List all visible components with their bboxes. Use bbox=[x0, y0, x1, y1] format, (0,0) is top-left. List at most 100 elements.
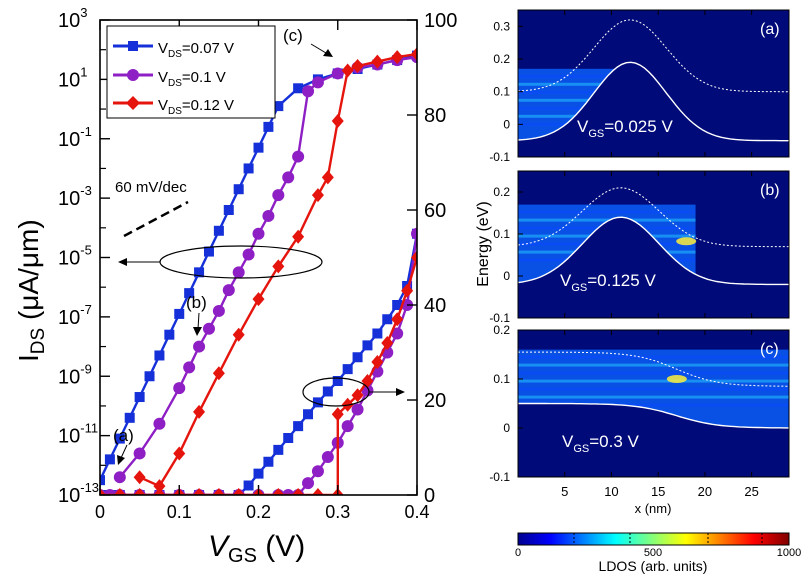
heatmap-panel-b: (b) VGS=0.125 V bbox=[517, 170, 790, 319]
panel-label-b: (b) bbox=[760, 182, 780, 199]
data-point-1-linear-24 bbox=[411, 227, 417, 240]
data-point-2-linear-10 bbox=[292, 488, 305, 495]
data-point-2-log-4 bbox=[212, 366, 225, 381]
data-point-1-log-4 bbox=[183, 361, 196, 374]
data-point-2-log-0 bbox=[133, 470, 146, 485]
annotation-c: (c) bbox=[283, 26, 303, 45]
heatmap-y-tick-0-0: 0.3 bbox=[493, 19, 510, 33]
colorbar-tick-0: 0 bbox=[515, 547, 521, 559]
x-tick-label-4: 0.4 bbox=[404, 502, 429, 522]
data-point-0-log-0 bbox=[100, 475, 105, 486]
slope-reference-line bbox=[123, 200, 189, 238]
data-point-2-linear-3 bbox=[153, 488, 166, 495]
data-point-0-linear-12 bbox=[273, 444, 284, 455]
data-point-0-log-4 bbox=[134, 392, 145, 403]
ldos-heatmap-chart: (a) VGS=0.025 V (b) VGS=0.125 V (c) VGS=… bbox=[475, 9, 801, 574]
data-point-1-log-3 bbox=[173, 382, 186, 395]
data-point-2-linear-21 bbox=[411, 250, 417, 265]
data-point-0-log-11 bbox=[203, 246, 214, 257]
data-point-0-linear-13 bbox=[283, 433, 294, 443]
vgs-label-b: VGS=0.125 V bbox=[560, 271, 656, 294]
series-line-0-log bbox=[100, 54, 417, 481]
data-point-2-log-6 bbox=[252, 292, 265, 307]
data-point-2-linear-19 bbox=[391, 312, 404, 327]
data-point-0-log-8 bbox=[174, 308, 185, 319]
data-point-2-linear-20 bbox=[401, 283, 414, 298]
y-tick-label-7: 10-11 bbox=[58, 421, 98, 448]
heatmap-y-tick-1-0: 0.2 bbox=[493, 185, 510, 199]
data-point-0-log-5 bbox=[144, 371, 155, 382]
data-point-2-log-8 bbox=[292, 229, 305, 244]
data-point-2-linear-5 bbox=[193, 488, 206, 495]
x-axis-title: VGS (V) bbox=[208, 530, 305, 567]
y-tick-label-3: 10-3 bbox=[58, 183, 92, 210]
data-point-1-log-0 bbox=[113, 471, 126, 484]
heatmap-y-tick-2-2: 0 bbox=[503, 421, 510, 435]
data-point-0-linear-20 bbox=[352, 352, 363, 363]
data-point-2-linear-9 bbox=[272, 488, 285, 495]
data-point-2-log-15 bbox=[391, 50, 404, 65]
heatmap-y-tick-0-4: -0.1 bbox=[489, 150, 510, 164]
data-point-0-linear-14 bbox=[293, 421, 304, 432]
data-point-1-linear-17 bbox=[341, 420, 354, 433]
data-point-2-linear-11 bbox=[311, 488, 324, 495]
legend-marker-diamond bbox=[126, 96, 140, 110]
x-tick-label-0: 0 bbox=[95, 502, 105, 522]
y-tick-label-0: 103 bbox=[58, 5, 87, 32]
heatmap-y-axis-title: Energy (eV) bbox=[475, 201, 492, 286]
heatmap-y-tick-1-3: -0.1 bbox=[489, 311, 510, 325]
heatmap-x-tick-0: 5 bbox=[561, 484, 568, 499]
data-point-1-log-7 bbox=[212, 304, 225, 317]
colorbar-label: LDOS (arb. units) bbox=[599, 558, 708, 574]
x-tick-label-3: 0.3 bbox=[325, 502, 350, 522]
heatmap-y-tick-2-1: 0.1 bbox=[493, 372, 510, 386]
data-point-0-log-18 bbox=[273, 101, 284, 112]
heatmap-panel-c: (c) VGS=0.3 V bbox=[517, 329, 790, 478]
heatmap-y-tick-2-0: 0.2 bbox=[493, 323, 510, 337]
data-point-0-log-10 bbox=[194, 267, 205, 278]
data-point-1-linear-18 bbox=[351, 403, 364, 416]
data-point-1-log-2 bbox=[153, 417, 166, 430]
data-point-2-linear-18 bbox=[381, 336, 394, 350]
data-point-0-log-12 bbox=[213, 225, 224, 236]
data-point-2-linear-6 bbox=[212, 488, 225, 495]
data-point-2-log-7 bbox=[272, 259, 285, 274]
y-axis-title: IDS (μA/μm) bbox=[13, 219, 49, 362]
data-point-0-linear-15 bbox=[303, 409, 314, 420]
data-point-1-log-11 bbox=[252, 227, 265, 240]
panel-label-a: (a) bbox=[760, 21, 780, 38]
data-point-1-log-14 bbox=[282, 171, 295, 184]
data-point-1-log-13 bbox=[272, 189, 285, 202]
data-point-0-log-2 bbox=[114, 433, 125, 444]
data-point-1-log-17 bbox=[311, 76, 324, 89]
data-point-2-log-11 bbox=[331, 113, 344, 128]
x-tick-label-2: 0.2 bbox=[246, 502, 271, 522]
series-line-0-linear bbox=[100, 233, 417, 495]
heatmap-x-axis-title: x (nm) bbox=[635, 501, 672, 516]
data-point-1-linear-15 bbox=[321, 451, 334, 463]
data-point-0-log-16 bbox=[253, 142, 264, 153]
vgs-label-c: VGS=0.3 V bbox=[562, 432, 640, 455]
data-point-0-linear-11 bbox=[263, 456, 274, 467]
panel-label-c: (c) bbox=[760, 341, 779, 358]
y-tick-label-4: 10-5 bbox=[58, 243, 92, 270]
y-right-tick-label-4: 80 bbox=[424, 105, 446, 127]
data-point-1-log-10 bbox=[242, 248, 255, 261]
conduction-band-edge-1 bbox=[518, 216, 789, 286]
data-point-0-linear-23 bbox=[382, 314, 393, 325]
data-point-1-log-15 bbox=[292, 150, 305, 163]
data-point-1-linear-19 bbox=[361, 384, 374, 397]
data-point-0-linear-9 bbox=[243, 480, 254, 491]
data-point-2-linear-15 bbox=[351, 388, 364, 403]
data-point-0-log-15 bbox=[243, 163, 254, 174]
legend-label-2: VDS=0.12 V bbox=[158, 97, 234, 117]
data-point-0-log-3 bbox=[124, 412, 135, 423]
legend-marker-square bbox=[128, 41, 138, 51]
data-point-0-log-19 bbox=[293, 83, 304, 94]
heatmap-y-tick-0-1: 0.2 bbox=[493, 52, 510, 66]
data-point-1-log-5 bbox=[193, 340, 206, 353]
legend-label-1: VDS=0.1 V bbox=[158, 69, 226, 89]
y-right-tick-label-3: 60 bbox=[424, 200, 446, 222]
data-point-1-log-9 bbox=[232, 266, 245, 279]
data-point-0-log-1 bbox=[104, 454, 115, 465]
